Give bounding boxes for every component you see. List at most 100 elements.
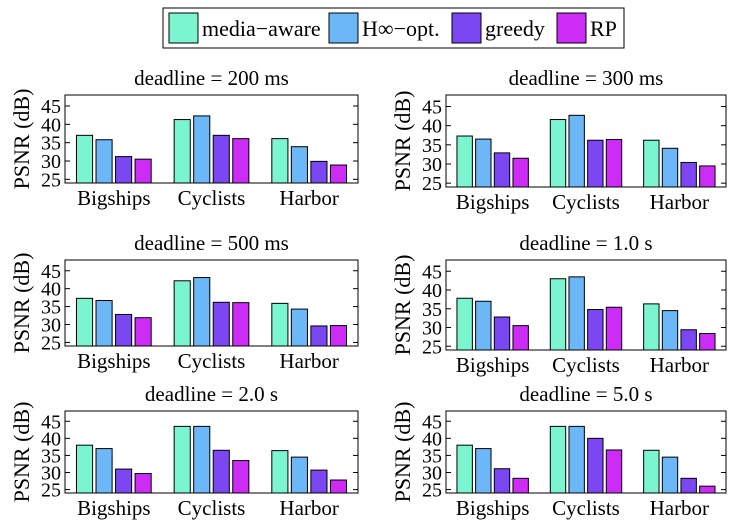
- y-tick-label: 25: [422, 480, 442, 502]
- x-tick-label: Cyclists: [178, 186, 246, 210]
- bar-bigships-rp: [134, 158, 152, 184]
- x-tick-label: Harbor: [279, 496, 338, 520]
- bar-bigships-greedy: [493, 152, 511, 188]
- bar-cyclists-media-aware: [549, 119, 567, 188]
- bar-harbor-media-aware: [271, 450, 289, 494]
- chart-title: deadline = 1.0 s: [519, 231, 652, 255]
- bar-bigships-media-aware: [75, 134, 94, 184]
- bar-bigships-rp: [512, 325, 529, 351]
- bar-cyclists-rp: [232, 138, 250, 184]
- y-tick-label: 45: [422, 411, 442, 433]
- bar-cyclists-greedy: [587, 139, 604, 188]
- bar-bigships-h-opt: [475, 448, 492, 494]
- y-tick-label: 40: [41, 114, 61, 136]
- bar-cyclists-media-aware: [173, 280, 191, 347]
- bar-cyclists-h-opt: [193, 115, 211, 184]
- bar-bigships-h-opt: [475, 138, 492, 188]
- y-tick-label: 40: [41, 428, 61, 450]
- bar-harbor-media-aware: [643, 139, 660, 188]
- y-tick-label: 45: [41, 96, 61, 118]
- bar-harbor-h-opt: [661, 147, 679, 188]
- bar-bigships-h-opt: [95, 139, 113, 184]
- x-tick-label: Cyclists: [552, 353, 620, 377]
- bar-cyclists-rp: [605, 449, 623, 494]
- y-tick-label: 45: [422, 261, 442, 283]
- x-tick-label: Cyclists: [552, 190, 620, 214]
- x-tick-label: Bigships: [77, 496, 151, 520]
- y-tick-label: 35: [422, 299, 442, 321]
- bar-bigships-media-aware: [456, 444, 473, 494]
- bar-cyclists-media-aware: [173, 425, 191, 494]
- y-axis-label: PSNR (dB): [9, 253, 34, 354]
- y-axis-label: PSNR (dB): [390, 255, 415, 356]
- bar-cyclists-greedy: [587, 309, 604, 351]
- bar-bigships-greedy: [493, 468, 511, 494]
- legend-label-media-aware: media−aware: [202, 16, 321, 41]
- legend-label-h-inf-opt: H∞−opt.: [362, 16, 440, 41]
- bar-harbor-greedy: [310, 160, 328, 184]
- legend-swatch-rp: [556, 12, 587, 44]
- bar-harbor-media-aware: [643, 449, 660, 494]
- x-tick-label: Bigships: [456, 190, 530, 214]
- bar-bigships-h-opt: [95, 448, 113, 494]
- bar-harbor-media-aware: [643, 303, 660, 351]
- y-axis-label: PSNR (dB): [9, 402, 34, 503]
- x-tick-label: Harbor: [279, 186, 338, 210]
- legend-label-greedy: greedy: [485, 16, 545, 41]
- bar-bigships-rp: [512, 157, 529, 188]
- y-tick-label: 25: [41, 332, 61, 354]
- y-tick-label: 35: [41, 133, 61, 155]
- x-tick-label: Bigships: [456, 496, 530, 520]
- y-tick-label: 30: [422, 154, 442, 176]
- y-tick-label: 25: [422, 173, 442, 195]
- y-axis-label: PSNR (dB): [9, 89, 34, 190]
- y-tick-label: 30: [422, 463, 442, 485]
- chart-title: deadline = 5.0 s: [519, 382, 652, 406]
- axes-frame: [64, 259, 359, 347]
- bar-cyclists-h-opt: [193, 425, 211, 494]
- y-tick-label: 40: [41, 279, 61, 301]
- bar-bigships-greedy: [493, 316, 511, 351]
- y-tick-label: 45: [41, 411, 61, 433]
- axes-frame: [64, 94, 359, 184]
- chart-title: deadline = 2.0 s: [145, 382, 278, 406]
- bar-harbor-h-opt: [290, 456, 308, 494]
- chart-title: deadline = 500 ms: [134, 231, 289, 255]
- y-tick-label: 35: [422, 445, 442, 467]
- bar-bigships-h-opt: [475, 300, 492, 351]
- x-tick-label: Bigships: [456, 353, 530, 377]
- bar-cyclists-greedy: [212, 301, 230, 347]
- axes-frame: [64, 410, 359, 494]
- bar-cyclists-h-opt: [568, 276, 585, 351]
- bar-bigships-rp: [134, 473, 152, 494]
- bar-cyclists-media-aware: [549, 278, 567, 351]
- bar-cyclists-media-aware: [173, 119, 191, 184]
- x-tick-label: Harbor: [650, 190, 709, 214]
- y-tick-label: 30: [422, 318, 442, 340]
- y-tick-label: 30: [41, 315, 61, 337]
- legend-label-rp: RP: [590, 16, 617, 41]
- bar-cyclists-h-opt: [193, 277, 211, 347]
- bar-bigships-media-aware: [456, 297, 473, 351]
- x-tick-label: Cyclists: [552, 496, 620, 520]
- y-tick-label: 30: [41, 151, 61, 173]
- y-tick-label: 40: [422, 428, 442, 450]
- bar-harbor-rp: [329, 164, 348, 184]
- chart-title: deadline = 200 ms: [134, 66, 289, 90]
- bar-harbor-greedy: [680, 477, 697, 494]
- bar-cyclists-h-opt: [568, 114, 585, 188]
- bar-bigships-media-aware: [75, 297, 94, 347]
- x-tick-label: Bigships: [77, 186, 151, 210]
- bar-harbor-h-opt: [661, 456, 679, 494]
- bar-bigships-greedy: [115, 313, 133, 347]
- x-tick-label: Harbor: [650, 496, 709, 520]
- bar-harbor-media-aware: [271, 138, 289, 184]
- bar-cyclists-rp: [232, 302, 250, 347]
- y-tick-label: 45: [422, 97, 442, 119]
- y-tick-label: 25: [41, 169, 61, 191]
